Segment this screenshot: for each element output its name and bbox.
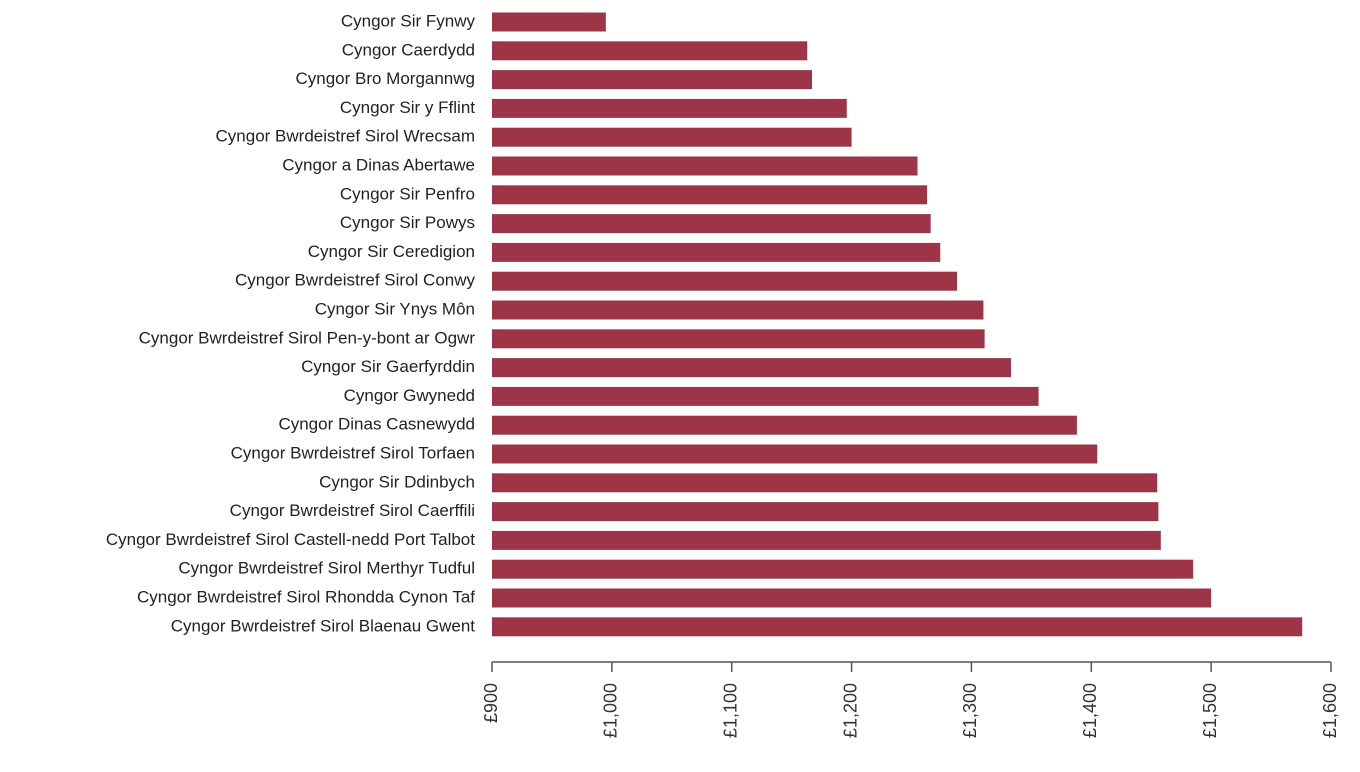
bar [492,70,813,90]
bar [492,300,984,320]
bar [492,12,606,32]
y-tick-label: Cyngor Caerdydd [342,40,475,59]
bar [492,444,1098,464]
y-tick-label: Cyngor Bwrdeistref Sirol Pen-y-bont ar O… [139,328,476,347]
x-tick-label: £1,100 [720,683,740,738]
bar [492,156,918,176]
x-tick-label: £1,300 [960,683,980,738]
x-tick-label: £1,600 [1320,683,1340,738]
y-tick-label: Cyngor Bwrdeistref Sirol Wrecsam [216,127,475,146]
bar [492,559,1194,579]
bar [492,473,1158,493]
x-tick-label: £1,200 [840,683,860,738]
y-tick-label: Cyngor Sir y Fflint [340,98,475,117]
bar [492,530,1161,550]
y-tick-label: Cyngor Bwrdeistref Sirol Merthyr Tudful [178,559,475,578]
bar [492,329,985,349]
y-tick-label: Cyngor Sir Powys [340,213,475,232]
x-tick-label: £1,000 [601,683,621,738]
bar [492,98,847,118]
bar [492,358,1011,378]
bar [492,214,931,234]
x-tick-label: £1,400 [1080,683,1100,738]
y-tick-label: Cyngor Bwrdeistref Sirol Conwy [235,271,475,290]
y-tick-label: Cyngor Bwrdeistref Sirol Torfaen [231,443,475,462]
bar [492,185,928,205]
y-tick-label: Cyngor a Dinas Abertawe [282,155,475,174]
bar [492,617,1303,637]
bar [492,588,1212,608]
bar [492,415,1077,435]
bar [492,127,852,147]
y-tick-label: Cyngor Sir Ynys Môn [315,299,475,318]
y-tick-label: Cyngor Bwrdeistref Sirol Caerffili [230,501,475,520]
y-tick-label: Cyngor Sir Ceredigion [308,242,475,261]
y-tick-label: Cyngor Bwrdeistref Sirol Castell-nedd Po… [106,530,475,549]
y-tick-label: Cyngor Bro Morgannwg [295,69,475,88]
bar [492,271,958,291]
bar [492,502,1159,522]
x-tick-label: £1,500 [1200,683,1220,738]
y-tick-label: Cyngor Sir Fynwy [341,11,476,30]
y-tick-label: Cyngor Sir Gaerfyrddin [301,357,475,376]
bar [492,242,941,262]
bar [492,41,808,61]
y-tick-label: Cyngor Sir Penfro [340,184,475,203]
y-tick-label: Cyngor Bwrdeistref Sirol Blaenau Gwent [171,616,476,635]
bar [492,386,1039,406]
y-tick-label: Cyngor Bwrdeistref Sirol Rhondda Cynon T… [137,587,475,606]
x-tick-label: £900 [481,683,501,723]
y-tick-label: Cyngor Gwynedd [344,386,475,405]
y-tick-label: Cyngor Dinas Casnewydd [278,415,475,434]
y-tick-label: Cyngor Sir Ddinbych [319,472,475,491]
